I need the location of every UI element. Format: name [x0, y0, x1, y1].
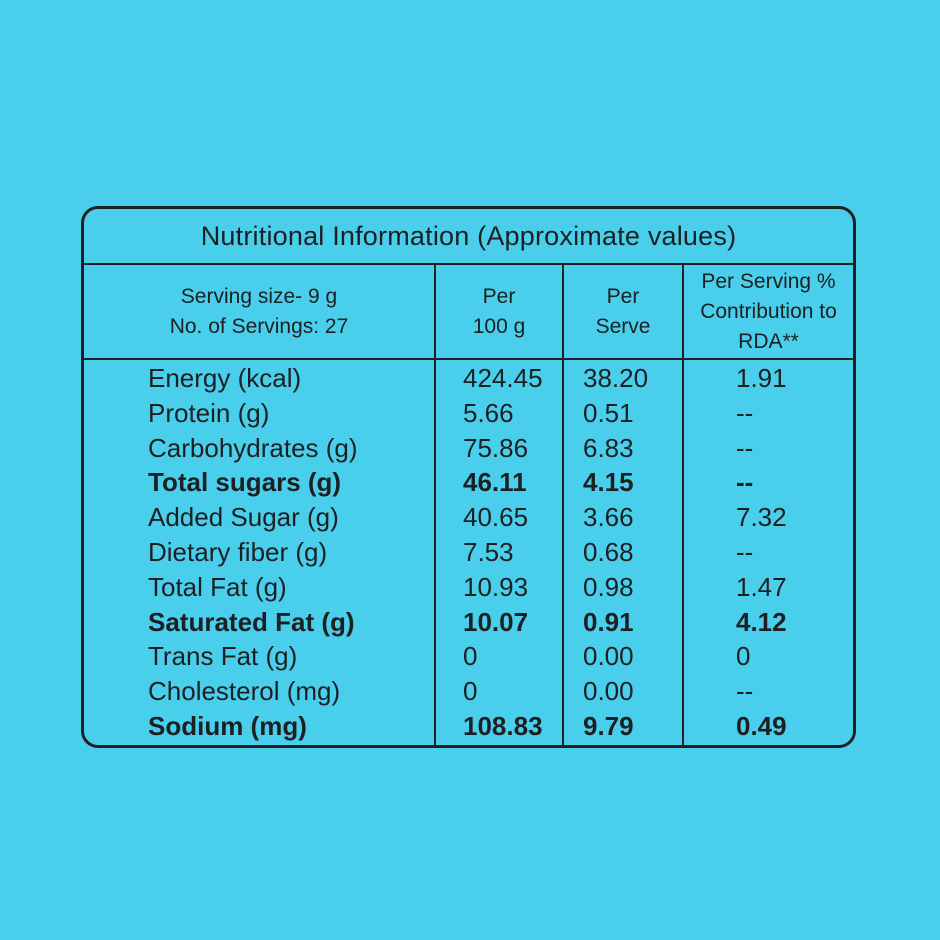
- rda-value: 1.91: [736, 363, 787, 393]
- per-serve-value: 0.00: [583, 676, 634, 707]
- rda-value: --: [736, 432, 754, 463]
- rda-column: 1.91 -- -- -- 7.32 -- 1.47 4.12 0 -- 0.4…: [684, 360, 853, 745]
- per-100g-value: 10.93: [463, 571, 529, 602]
- per-serve-value: 0.51: [583, 397, 634, 428]
- nutrient-label: Carbohydrates (g): [148, 432, 358, 463]
- per-100g-column: 424.45 5.66 75.86 46.11 40.65 7.53 10.93…: [436, 360, 564, 745]
- per-100g-header: Per 100 g: [436, 265, 564, 358]
- per-serve-value: 0.91: [583, 606, 634, 637]
- per-serve-column: 38.20 0.51 6.83 4.15 3.66 0.68 0.98 0.91…: [564, 360, 684, 745]
- nutrition-facts-table: Nutritional Information (Approximate val…: [81, 206, 856, 748]
- servings-count-text: No. of Servings: 27: [169, 314, 349, 338]
- nutrient-label: Added Sugar (g): [148, 502, 339, 533]
- serving-info-header: Serving size- 9 g No. of Servings: 27: [84, 265, 436, 358]
- nutrient-values-body: Energy (kcal) Protein (g) Carbohydrates …: [84, 360, 853, 745]
- nutrient-label: Cholesterol (mg): [148, 676, 341, 707]
- rda-value: --: [736, 397, 754, 428]
- rda-value: 1.47: [736, 571, 787, 602]
- per-100g-value: 0: [463, 641, 478, 672]
- nutrient-label: Trans Fat (g): [148, 641, 298, 672]
- per-100g-value: 424.45: [463, 363, 543, 393]
- rda-header: Per Serving % Contribution to RDA**: [700, 269, 837, 353]
- rda-value: 4.12: [736, 606, 787, 637]
- rda-value: 0: [736, 641, 751, 672]
- per-serve-value: 0.98: [583, 571, 634, 602]
- nutrient-label: Protein (g): [148, 397, 270, 428]
- per-serve-value: 38.20: [583, 363, 649, 393]
- per-100g-value: 40.65: [463, 502, 529, 533]
- per-serve-value: 0.00: [583, 641, 634, 672]
- nutrient-label: Total sugars (g): [148, 467, 342, 498]
- per-100g-value: 46.11: [463, 467, 527, 498]
- nutrient-label: Energy (kcal): [148, 363, 302, 393]
- per-100g-value: 7.53: [463, 536, 514, 567]
- per-serve-value: 0.68: [583, 536, 634, 567]
- per-100g-value: 75.86: [463, 432, 529, 463]
- per-100g-value: 108.83: [463, 710, 543, 741]
- per-100g-value: 10.07: [463, 606, 529, 637]
- per-serve-value: 3.66: [583, 502, 634, 533]
- rda-value: 0.49: [736, 710, 787, 741]
- rda-value: --: [736, 676, 754, 707]
- per-serve-value: 6.83: [583, 432, 634, 463]
- table-column-headers: Serving size- 9 g No. of Servings: 27 Pe…: [84, 265, 853, 360]
- table-title: Nutritional Information (Approximate val…: [84, 209, 853, 265]
- nutrient-label: Saturated Fat (g): [148, 606, 355, 637]
- per-serve-header: Per Serve: [564, 265, 684, 358]
- nutrient-label: Sodium (mg): [148, 710, 307, 741]
- nutrient-label: Dietary fiber (g): [148, 536, 328, 567]
- rda-value: --: [736, 467, 754, 498]
- per-100g-value: 0: [463, 676, 478, 707]
- nutrient-label-column: Energy (kcal) Protein (g) Carbohydrates …: [84, 360, 436, 745]
- per-serve-value: 4.15: [583, 467, 634, 498]
- rda-value: --: [736, 536, 754, 567]
- serving-size-text: Serving size- 9 g: [180, 284, 338, 308]
- rda-value: 7.32: [736, 502, 787, 533]
- per-100g-value: 5.66: [463, 397, 514, 428]
- per-serve-value: 9.79: [583, 710, 634, 741]
- nutrient-label: Total Fat (g): [148, 571, 287, 602]
